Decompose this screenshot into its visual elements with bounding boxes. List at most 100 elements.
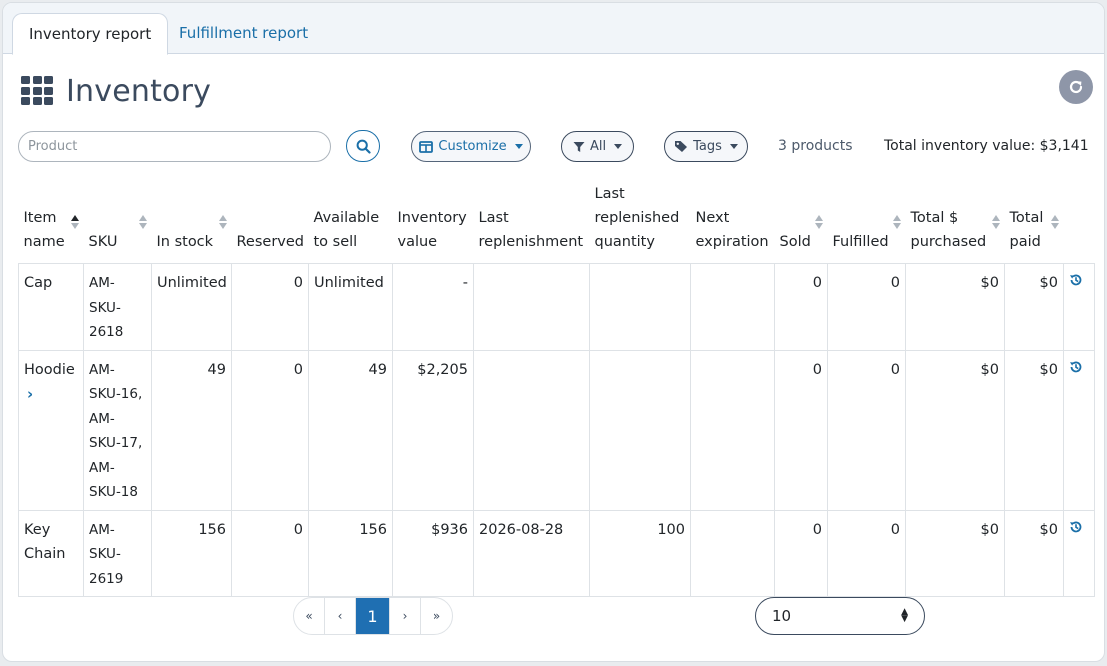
fulfilled-cell: 0: [827, 349, 906, 511]
total-paid-cell: $0: [1004, 263, 1064, 351]
tag-icon: [675, 141, 688, 152]
column-header-in-stock[interactable]: In stock: [151, 177, 232, 264]
product-search-input[interactable]: [18, 131, 331, 162]
per-page-select[interactable]: 10 ▲ ▼: [755, 597, 925, 635]
refresh-icon: [1069, 80, 1083, 94]
history-button[interactable]: [1069, 518, 1083, 542]
item-name-cell: Cap: [18, 263, 84, 351]
page-title: Inventory: [66, 73, 212, 109]
in-stock-cell: Unlimited: [151, 263, 232, 351]
sort-icon[interactable]: [892, 215, 901, 229]
column-header-item-name[interactable]: Item name: [18, 177, 84, 264]
column-header-available: Available to sell: [308, 177, 393, 264]
next-expiration-cell: [690, 509, 775, 597]
inventory-value-cell: -: [392, 263, 474, 351]
column-header-actions: [1063, 177, 1095, 264]
column-header-inventory-value: Inventory value: [392, 177, 474, 264]
chevron-down-icon: [614, 144, 623, 149]
sku-cell: AM- SKU- 2618: [83, 263, 152, 351]
column-header-total-paid[interactable]: Total paid: [1004, 177, 1064, 264]
history-button[interactable]: [1069, 358, 1083, 382]
search-button[interactable]: [346, 130, 380, 162]
total-paid-cell: $0: [1004, 349, 1064, 511]
last-replenished-qty-cell: [589, 263, 691, 351]
column-header-reserved: Reserved: [231, 177, 309, 264]
sold-cell: 0: [774, 509, 828, 597]
select-arrows-icon: ▲ ▼: [901, 607, 908, 624]
total-inventory-value: Total inventory value: $3,141: [884, 138, 1089, 154]
last-replenishment-cell: 2026-08-28: [473, 509, 590, 597]
next-page-button[interactable]: ›: [390, 598, 421, 634]
table-row: Hoodie › AM- SKU-16, AM- SKU-17, AM- SKU-18 49…: [18, 349, 1095, 511]
sort-icon[interactable]: [991, 215, 1000, 229]
per-page-value: 10: [772, 607, 792, 625]
table-row: Key Chain AM- SKU- 2619 156 0 156 $936 2026…: [18, 509, 1095, 597]
page-1-button[interactable]: 1: [356, 598, 390, 634]
sort-icon[interactable]: [814, 215, 823, 229]
refresh-button[interactable]: [1059, 70, 1093, 104]
last-replenished-qty-cell: [589, 349, 691, 511]
table-row: Cap AM- SKU- 2618 Unlimited 0 Unlimited - …: [18, 263, 1095, 351]
sold-cell: 0: [774, 349, 828, 511]
inventory-table: Item name SKU In stock Reserved Available…: [18, 177, 1095, 597]
pagination: « ‹ 1 › »: [293, 597, 453, 635]
sort-ascending-icon[interactable]: [70, 215, 79, 229]
column-header-total-purchased[interactable]: Total $ purchased: [905, 177, 1005, 264]
history-button[interactable]: [1069, 271, 1083, 295]
column-header-sold[interactable]: Sold: [774, 177, 828, 264]
column-header-last-replenished-quantity: Last replenished quantity: [589, 177, 691, 264]
reserved-cell: 0: [231, 509, 309, 597]
in-stock-cell: 49: [151, 349, 232, 511]
available-cell: Unlimited: [308, 263, 393, 351]
report-tabs: Inventory report Fulfillment report: [3, 3, 1104, 55]
chevron-right-icon[interactable]: ›: [27, 384, 34, 403]
chevron-down-icon: [729, 144, 738, 149]
table-header-row: Item name SKU In stock Reserved Available…: [18, 177, 1095, 264]
last-replenishment-cell: [473, 263, 590, 351]
grid-icon: [21, 76, 53, 106]
total-paid-cell: $0: [1004, 509, 1064, 597]
tab-fulfillment-report[interactable]: Fulfillment report: [179, 24, 309, 42]
last-replenishment-cell: [473, 349, 590, 511]
filter-label: All: [589, 139, 607, 154]
reserved-cell: 0: [231, 349, 309, 511]
sort-icon[interactable]: [1050, 215, 1059, 229]
sort-icon[interactable]: [138, 215, 147, 229]
product-count: 3 products: [778, 138, 853, 154]
total-purchased-cell: $0: [905, 509, 1005, 597]
filter-button[interactable]: All: [561, 131, 634, 162]
toolbar: Customize All Tags 3 products Total inve…: [3, 128, 1104, 164]
next-expiration-cell: [690, 349, 775, 511]
customize-button[interactable]: Customize: [411, 131, 531, 162]
page-header: Inventory: [21, 71, 211, 111]
inventory-value-cell: $936: [392, 509, 474, 597]
previous-page-button[interactable]: ‹: [325, 598, 356, 634]
fulfilled-cell: 0: [827, 509, 906, 597]
column-header-fulfilled[interactable]: Fulfilled: [827, 177, 906, 264]
total-purchased-cell: $0: [905, 349, 1005, 511]
last-replenished-qty-cell: 100: [589, 509, 691, 597]
tags-label: Tags: [693, 139, 722, 154]
history-icon: [1070, 274, 1082, 286]
actions-cell: [1063, 349, 1095, 511]
fulfilled-cell: 0: [827, 263, 906, 351]
history-icon: [1070, 361, 1082, 372]
sort-icon[interactable]: [218, 215, 227, 229]
sku-cell: AM- SKU-16, AM- SKU-17, AM- SKU-18: [83, 349, 152, 511]
next-expiration-cell: [690, 263, 775, 351]
chevron-down-icon: [514, 144, 523, 149]
in-stock-cell: 156: [151, 509, 232, 597]
item-name-cell: Key Chain: [18, 509, 84, 597]
tags-button[interactable]: Tags: [664, 131, 748, 162]
columns-icon: [419, 140, 434, 153]
tab-inventory-report[interactable]: Inventory report: [12, 13, 169, 55]
sku-cell: AM- SKU- 2619: [83, 509, 152, 597]
available-cell: 49: [308, 349, 393, 511]
column-header-next-expiration: Next expiration: [690, 177, 775, 264]
column-header-sku[interactable]: SKU: [83, 177, 152, 264]
item-name-cell: Hoodie ›: [18, 349, 84, 511]
actions-cell: [1063, 263, 1095, 351]
first-page-button[interactable]: «: [294, 598, 325, 634]
last-page-button[interactable]: »: [432, 609, 441, 623]
